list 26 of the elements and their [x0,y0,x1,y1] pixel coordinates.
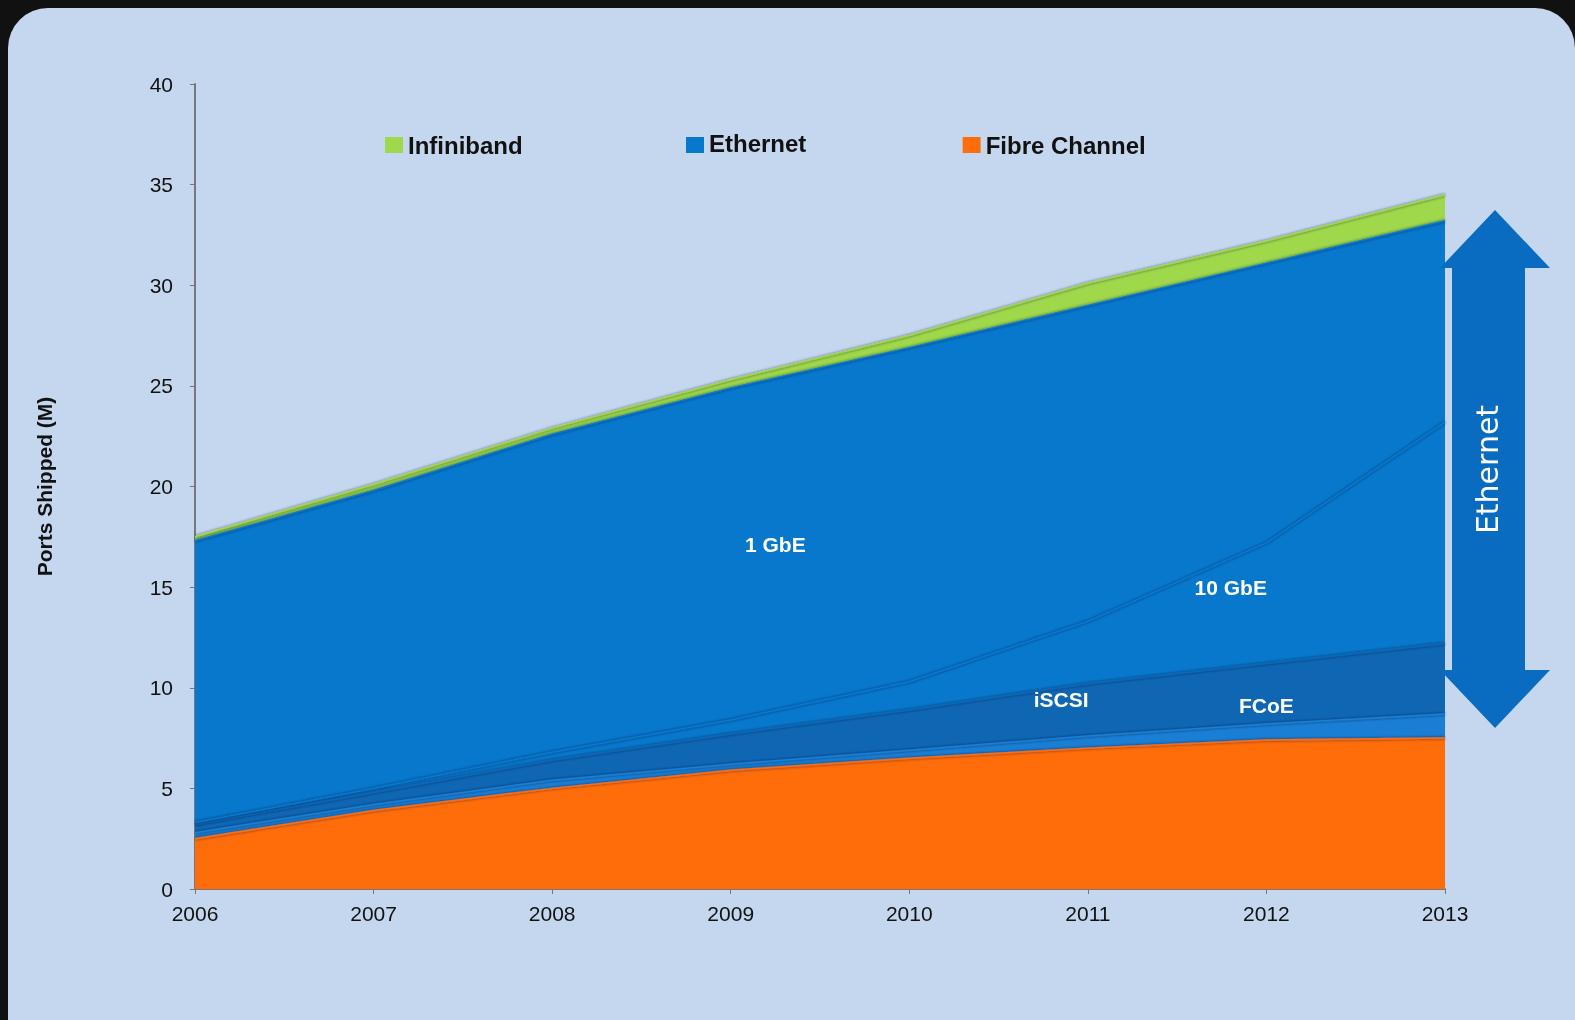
y-axis-title: Ports Shipped (M) [33,396,56,577]
y-tick-label: 40 [149,72,173,96]
y-tick-label: 5 [161,776,173,800]
x-tick-label: 2013 [1421,902,1469,925]
y-tick-label: 15 [149,575,173,599]
y-tick-label: 30 [149,273,173,297]
y-tick-label: 0 [161,877,173,901]
x-tick-label: 2010 [885,902,933,925]
y-tick-label: 25 [149,374,173,398]
x-tick-label: 2009 [707,902,755,925]
series-label: iSCSI [1033,688,1089,712]
legend-label: Fibre Channel [985,131,1146,159]
x-tick-label: 2006 [171,902,219,925]
x-tick-label: 2007 [350,902,397,925]
legend-label: Infiniband [408,131,523,159]
y-tick-label: 35 [149,173,173,197]
x-tick-label: 2011 [1065,902,1111,925]
y-tick-label: 20 [149,475,173,498]
annotation: Ethernet [709,130,807,158]
y-tick-label: 10 [149,676,173,700]
series-label: 10 GbE [1194,575,1267,599]
series-label: 1 GbE [745,532,806,556]
text: Ethernet [1469,404,1505,534]
series-label: FCoE [1239,694,1294,718]
x-tick-label: 2008 [528,902,576,925]
x-tick-label: 2012 [1243,902,1290,925]
